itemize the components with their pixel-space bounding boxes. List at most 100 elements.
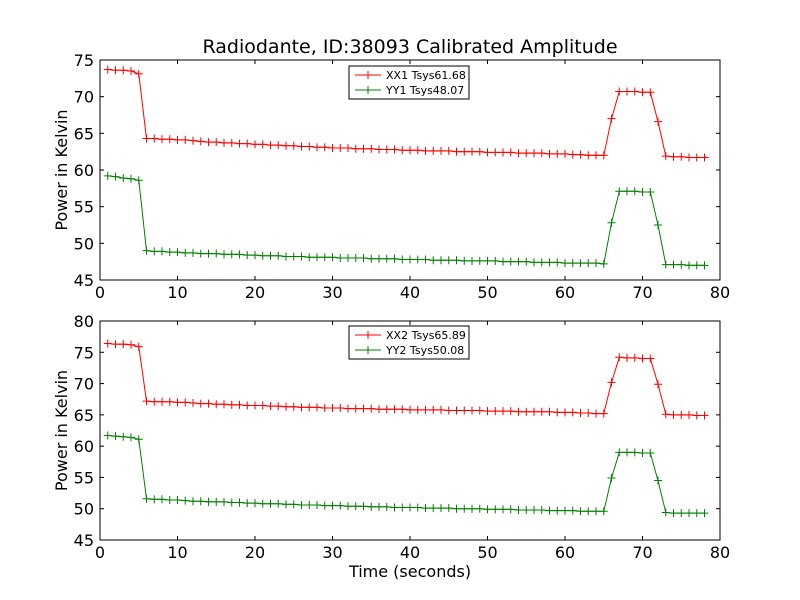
data-point-1-1-17 bbox=[235, 498, 244, 507]
data-point-0-1-77 bbox=[700, 261, 709, 270]
data-point-1-1-73 bbox=[669, 509, 678, 518]
data-point-0-1-53 bbox=[514, 257, 523, 266]
data-point-0-0-7 bbox=[158, 135, 166, 144]
data-point-1-0-28 bbox=[320, 403, 329, 412]
data-point-1-1-52 bbox=[506, 505, 515, 514]
data-point-1-1-40 bbox=[413, 503, 422, 512]
data-point-1-1-42 bbox=[429, 504, 438, 513]
x-tick-label-1-2: 20 bbox=[245, 543, 265, 562]
data-point-0-1-9 bbox=[173, 248, 182, 257]
data-point-1-0-9 bbox=[173, 398, 182, 407]
data-point-1-1-24 bbox=[289, 500, 298, 509]
data-point-1-0-18 bbox=[243, 401, 252, 410]
data-point-1-1-22 bbox=[274, 499, 283, 508]
data-point-0-0-18 bbox=[243, 139, 252, 148]
legend-label-0-0: XX1 Tsys61.68 bbox=[386, 69, 466, 82]
data-point-1-1-5 bbox=[142, 494, 151, 503]
data-point-0-1-45 bbox=[452, 256, 461, 265]
data-point-0-1-3 bbox=[127, 174, 135, 183]
data-point-1-0-46 bbox=[460, 406, 469, 415]
data-point-1-0-19 bbox=[251, 401, 259, 410]
data-point-0-1-14 bbox=[212, 249, 221, 258]
data-point-0-0-38 bbox=[398, 146, 407, 155]
y-tick-label-0-5: 70 bbox=[74, 88, 94, 107]
data-point-1-1-14 bbox=[212, 497, 221, 506]
data-point-1-0-41 bbox=[421, 405, 430, 414]
data-point-1-1-9 bbox=[173, 495, 182, 504]
data-point-0-1-58 bbox=[553, 258, 562, 267]
data-point-1-0-27 bbox=[313, 403, 321, 412]
data-point-0-0-19 bbox=[251, 140, 259, 149]
chart-title: Radiodante, ID:38093 Calibrated Amplitud… bbox=[202, 36, 617, 58]
data-point-1-1-76 bbox=[692, 509, 701, 518]
data-point-1-0-0 bbox=[103, 339, 112, 348]
data-point-0-0-37 bbox=[390, 145, 399, 154]
data-point-1-1-11 bbox=[189, 497, 197, 506]
y-tick-label-0-3: 60 bbox=[74, 161, 94, 180]
data-point-1-1-7 bbox=[158, 495, 166, 504]
data-point-1-0-44 bbox=[444, 406, 453, 415]
y-tick-label-0-4: 65 bbox=[74, 124, 94, 143]
data-point-1-0-52 bbox=[506, 407, 515, 416]
data-point-1-0-34 bbox=[367, 404, 376, 413]
data-point-0-0-33 bbox=[359, 144, 368, 153]
y-tick-label-1-2: 55 bbox=[74, 468, 94, 487]
data-point-1-0-59 bbox=[561, 408, 569, 417]
data-point-0-1-61 bbox=[576, 259, 585, 268]
data-point-1-1-13 bbox=[204, 497, 213, 506]
data-point-1-1-10 bbox=[181, 496, 190, 505]
data-point-1-0-6 bbox=[150, 397, 159, 406]
x-tick-label-0-6: 60 bbox=[555, 283, 575, 302]
y-tick-label-1-4: 65 bbox=[74, 406, 94, 425]
data-point-1-1-67 bbox=[623, 448, 631, 457]
data-point-0-1-66 bbox=[615, 187, 624, 196]
data-point-1-0-1 bbox=[111, 340, 120, 349]
data-point-0-1-75 bbox=[685, 261, 693, 270]
data-point-0-0-69 bbox=[638, 88, 647, 97]
x-tick-label-0-4: 40 bbox=[400, 283, 420, 302]
data-point-0-0-56 bbox=[537, 149, 546, 158]
data-point-1-1-29 bbox=[328, 501, 337, 510]
data-point-0-1-37 bbox=[390, 254, 399, 263]
data-point-1-0-17 bbox=[235, 400, 244, 409]
data-point-0-0-76 bbox=[692, 153, 701, 162]
data-point-1-1-2 bbox=[119, 432, 128, 441]
data-point-1-1-65 bbox=[607, 474, 616, 483]
data-point-1-0-11 bbox=[189, 398, 197, 407]
data-point-0-1-46 bbox=[460, 256, 469, 265]
data-point-1-1-3 bbox=[127, 433, 135, 442]
data-point-0-0-9 bbox=[173, 135, 182, 144]
data-point-0-0-44 bbox=[444, 146, 453, 155]
data-point-0-0-25 bbox=[297, 142, 306, 151]
y-tick-label-1-7: 80 bbox=[74, 312, 94, 331]
x-tick-label-0-0: 0 bbox=[95, 283, 105, 302]
data-point-1-1-32 bbox=[351, 502, 360, 511]
data-point-1-1-19 bbox=[251, 499, 259, 508]
data-point-1-1-59 bbox=[561, 506, 569, 515]
data-point-0-1-2 bbox=[119, 174, 128, 183]
data-point-1-1-68 bbox=[630, 448, 639, 457]
data-point-1-1-74 bbox=[677, 509, 686, 518]
data-point-0-1-69 bbox=[638, 188, 647, 196]
data-point-0-0-36 bbox=[382, 145, 391, 154]
data-point-0-0-55 bbox=[530, 149, 538, 158]
legend-0: XX1 Tsys61.68 YY1 Tsys48.07 bbox=[348, 65, 470, 100]
data-point-0-1-65 bbox=[607, 218, 616, 227]
data-point-1-0-72 bbox=[661, 410, 670, 419]
data-point-0-0-63 bbox=[592, 151, 600, 160]
data-point-0-1-50 bbox=[491, 256, 500, 265]
data-point-0-0-24 bbox=[289, 141, 298, 150]
data-point-0-1-62 bbox=[584, 259, 593, 268]
data-point-0-1-36 bbox=[382, 254, 391, 263]
data-point-1-0-54 bbox=[522, 407, 531, 416]
data-point-1-1-31 bbox=[344, 502, 352, 511]
data-point-0-0-77 bbox=[700, 153, 709, 162]
data-point-1-0-56 bbox=[537, 407, 546, 416]
data-point-1-0-75 bbox=[685, 410, 693, 419]
data-point-1-0-51 bbox=[499, 407, 507, 416]
data-point-1-0-53 bbox=[514, 407, 523, 416]
x-tick-label-0-5: 50 bbox=[477, 283, 497, 302]
data-point-1-0-22 bbox=[274, 402, 283, 411]
data-point-0-1-55 bbox=[530, 258, 538, 267]
